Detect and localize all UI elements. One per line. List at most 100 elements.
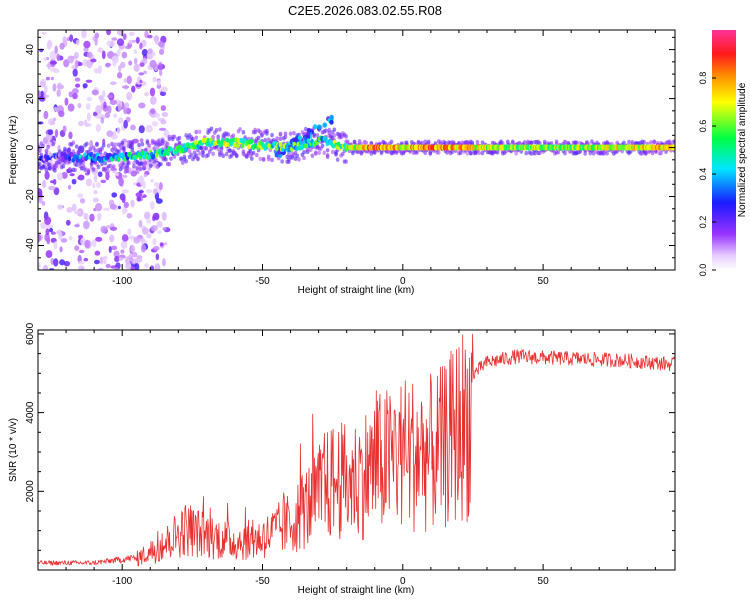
spectrogram-panel: -100 -50 0 50 -40 -20 0 20 40 Height of straigh… xyxy=(8,29,676,296)
noise-point xyxy=(84,123,92,128)
halo-point xyxy=(51,141,55,147)
ridge-cell xyxy=(166,150,170,157)
noise-point xyxy=(78,120,84,127)
y-tick-label: -20 xyxy=(25,189,36,204)
halo-point xyxy=(78,146,82,152)
noise-point xyxy=(42,179,47,189)
colorbar-tick-label: 0.6 xyxy=(698,120,708,133)
noise-point xyxy=(153,35,160,43)
halo-point xyxy=(605,151,609,156)
noise-point xyxy=(143,211,151,220)
ridge-cell xyxy=(117,156,121,163)
noise-point xyxy=(38,233,42,243)
noise-point xyxy=(94,115,102,119)
halo-point xyxy=(154,158,158,163)
colorbar-tick-label: 0.0 xyxy=(698,264,708,277)
halo-point xyxy=(197,151,202,156)
noise-point xyxy=(120,61,126,69)
ridge-cell xyxy=(231,137,236,143)
noise-point xyxy=(64,97,69,106)
colorbar-ticks: 0.0 0.2 0.4 0.6 0.8 xyxy=(698,72,716,277)
noise-point xyxy=(107,105,112,114)
halo-point xyxy=(335,157,340,162)
ridge-cell xyxy=(249,138,254,145)
halo-point xyxy=(38,161,42,166)
halo-point xyxy=(537,141,542,146)
halo-point xyxy=(211,151,215,156)
noise-point xyxy=(47,39,53,49)
noise-point xyxy=(91,89,99,96)
noise-point xyxy=(94,36,98,46)
noise-point xyxy=(67,103,75,112)
halo-point xyxy=(228,148,232,153)
noise-point xyxy=(145,124,153,133)
noise-point xyxy=(123,201,129,209)
halo-point xyxy=(278,136,283,142)
noise-point xyxy=(78,249,85,254)
noise-point xyxy=(39,48,44,53)
spectrogram-y-label: Frequency (Hz) xyxy=(8,116,19,185)
halo-point xyxy=(283,134,288,140)
halo-point xyxy=(143,160,148,166)
noise-point xyxy=(85,103,91,110)
halo-point xyxy=(66,148,71,153)
noise-point xyxy=(74,245,80,251)
halo-point xyxy=(522,140,527,145)
ridge-cell xyxy=(324,136,328,142)
noise-point xyxy=(89,140,94,149)
spectrogram-x-label: Height of straight line (km) xyxy=(298,285,415,296)
spectrogram-frame xyxy=(37,29,676,271)
noise-point xyxy=(124,102,130,109)
halo-point xyxy=(253,127,257,133)
halo-point xyxy=(100,146,104,151)
noise-point xyxy=(102,207,111,211)
noise-point xyxy=(59,259,66,266)
noise-point xyxy=(97,267,104,270)
noise-point xyxy=(105,62,111,68)
noise-point xyxy=(138,220,143,228)
noise-point xyxy=(158,41,165,48)
noise-point xyxy=(52,178,57,185)
noise-point xyxy=(160,105,167,112)
halo-point xyxy=(130,144,135,150)
noise-point xyxy=(128,235,136,240)
halo-point xyxy=(292,130,296,136)
noise-point xyxy=(77,193,84,198)
noise-point xyxy=(93,173,98,183)
noise-point xyxy=(38,262,41,270)
halo-point xyxy=(234,153,239,159)
noise-point xyxy=(78,265,85,270)
noise-point xyxy=(71,203,77,212)
halo-point xyxy=(157,140,162,145)
noise-point xyxy=(44,171,50,180)
noise-point xyxy=(130,124,136,131)
noise-point xyxy=(83,257,89,262)
noise-point xyxy=(46,56,50,61)
noise-point xyxy=(90,58,97,63)
noise-point xyxy=(82,83,88,89)
noise-point xyxy=(131,85,136,93)
y-tick-label: 2000 xyxy=(25,480,36,503)
noise-point xyxy=(136,196,142,202)
halo-point xyxy=(199,145,204,151)
noise-point xyxy=(103,101,107,109)
halo-point xyxy=(155,145,160,151)
noise-point xyxy=(159,91,167,97)
noise-point xyxy=(143,70,147,75)
noise-point xyxy=(52,83,57,92)
noise-point xyxy=(77,174,85,181)
halo-point xyxy=(436,150,441,155)
halo-point xyxy=(110,141,114,147)
noise-point xyxy=(94,250,101,256)
halo-point xyxy=(642,139,646,145)
noise-point xyxy=(149,87,156,97)
halo-point xyxy=(288,131,293,136)
halo-point xyxy=(83,167,87,173)
snr-marks xyxy=(38,333,675,567)
halo-point xyxy=(74,144,79,149)
halo-point xyxy=(314,150,318,155)
noise-point xyxy=(60,238,68,243)
noise-point xyxy=(47,118,55,126)
noise-point xyxy=(139,42,143,50)
halo-point xyxy=(194,135,199,140)
